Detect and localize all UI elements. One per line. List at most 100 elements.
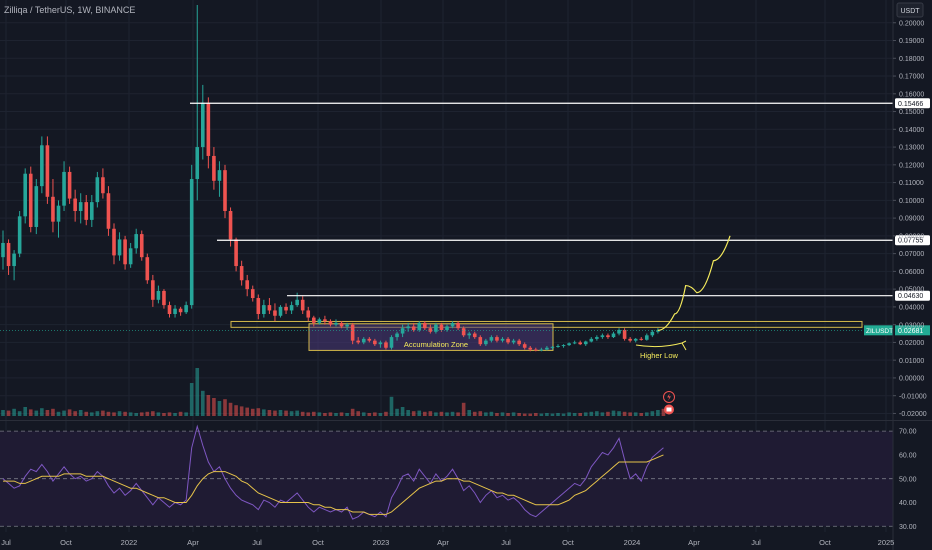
volume-bar xyxy=(417,410,422,416)
candle-body xyxy=(45,145,50,197)
volume-bar xyxy=(95,411,100,416)
price-tick-label: 0.09000 xyxy=(899,216,924,223)
candle-body xyxy=(367,338,372,341)
volume-bar xyxy=(317,412,322,416)
volume-bar xyxy=(112,412,116,416)
volume-bar xyxy=(373,412,377,416)
volume-bar xyxy=(567,412,571,416)
candle-body xyxy=(28,173,33,227)
time-axis-label: 2022 xyxy=(121,538,138,547)
currency-button[interactable] xyxy=(896,2,924,18)
candle-body xyxy=(73,198,77,211)
volume-bar xyxy=(134,413,138,416)
candle-body xyxy=(112,228,116,256)
rsi-tick-label: 70.00 xyxy=(899,429,917,436)
symbol-title: Zilliqa / TetherUS, 1W, BINANCE xyxy=(4,5,135,15)
volume-bar xyxy=(284,410,288,416)
volume-bar xyxy=(339,412,344,416)
volume-bar xyxy=(611,410,616,416)
candle-body xyxy=(162,290,166,306)
candle-body xyxy=(56,205,61,222)
price-level-value: 0.15466 xyxy=(898,101,923,108)
volume-bar xyxy=(395,408,399,416)
price-tick-label: 0.18000 xyxy=(899,56,924,63)
time-axis-label: Jul xyxy=(1,538,11,547)
candle-body xyxy=(583,341,588,345)
volume-bar xyxy=(489,411,494,416)
price-level-tag xyxy=(895,290,930,301)
volume-bar xyxy=(411,411,416,416)
volume-bar xyxy=(617,411,621,416)
volume-bar xyxy=(423,411,427,416)
volume-bar xyxy=(184,412,188,416)
price-tick-label: 0.12000 xyxy=(899,162,924,169)
volume-bar xyxy=(201,390,205,416)
events-icon[interactable] xyxy=(664,404,674,415)
candle-body xyxy=(356,340,360,343)
volume-bar xyxy=(156,412,161,416)
candle-body xyxy=(345,324,349,327)
price-axis[interactable]: 0.20000 0.19000 0.18000 0.17000 0.16000 0.150… xyxy=(892,0,927,550)
volume-bar xyxy=(40,408,44,416)
alert-icon[interactable] xyxy=(663,391,675,403)
candle-body xyxy=(217,170,222,181)
candle-body xyxy=(461,328,466,336)
candle-body xyxy=(445,326,449,330)
time-axis-label: Apr xyxy=(688,538,700,547)
volume-bar xyxy=(572,413,577,416)
candle-body xyxy=(23,173,27,217)
candle-body xyxy=(567,343,571,346)
candle-body xyxy=(317,319,322,323)
candle-body xyxy=(67,171,72,199)
volume-bar xyxy=(461,402,466,416)
volume-bar xyxy=(406,410,410,416)
volume-bar xyxy=(378,413,383,416)
price-tick-label: 0.02000 xyxy=(899,340,924,347)
volume-bar xyxy=(356,411,360,416)
candle-body xyxy=(106,193,111,229)
volume-bar xyxy=(628,412,632,416)
candle-body xyxy=(495,337,499,341)
volume-bar xyxy=(45,410,50,416)
time-axis[interactable]: Jul Oct 2022 Apr Jul Oct 2023 Apr Jul Oct 2024 Apr J… xyxy=(1,538,894,547)
volume-bar xyxy=(228,402,233,416)
volume-bar xyxy=(361,412,366,416)
candle-body xyxy=(389,337,394,348)
candle-body xyxy=(606,335,610,338)
volume-bar xyxy=(6,410,11,416)
candle-body xyxy=(284,306,288,311)
volume-bar xyxy=(312,411,316,416)
time-axis-label: Oct xyxy=(562,538,575,547)
price-tick-label: 0.19000 xyxy=(899,38,924,45)
time-axis-label: Oct xyxy=(60,538,73,547)
candle-body xyxy=(17,216,22,254)
volume-bar xyxy=(295,410,299,416)
volume-bar xyxy=(223,399,227,416)
projection-drawing: Higher Low xyxy=(635,235,731,360)
candle-body xyxy=(600,335,605,338)
volume-bar xyxy=(62,410,66,416)
volume-bar xyxy=(445,412,449,416)
candle-body xyxy=(289,305,294,311)
price-tick-label: 0.04000 xyxy=(899,304,924,311)
price-level-value: 0.04630 xyxy=(898,293,923,300)
volume-bar xyxy=(267,410,272,416)
volume-bar xyxy=(578,413,582,416)
rsi-line xyxy=(2,424,664,520)
candle-body xyxy=(34,186,39,227)
volume-bar xyxy=(273,410,277,416)
volume-bar xyxy=(117,411,122,416)
volume-bar xyxy=(245,407,249,416)
candle-body xyxy=(373,340,377,345)
candle-body xyxy=(84,202,89,220)
price-tick-label: 0.16000 xyxy=(899,91,924,98)
candle-body xyxy=(428,328,433,332)
candle-body xyxy=(400,328,405,334)
price-tick-label: 0.17000 xyxy=(899,74,924,81)
candle-body xyxy=(478,337,483,345)
time-axis-label: 2025 xyxy=(878,538,895,547)
last-price-symbol: ZILUSDT xyxy=(866,328,893,335)
candle-body xyxy=(95,177,100,203)
volume-bar xyxy=(595,411,599,416)
